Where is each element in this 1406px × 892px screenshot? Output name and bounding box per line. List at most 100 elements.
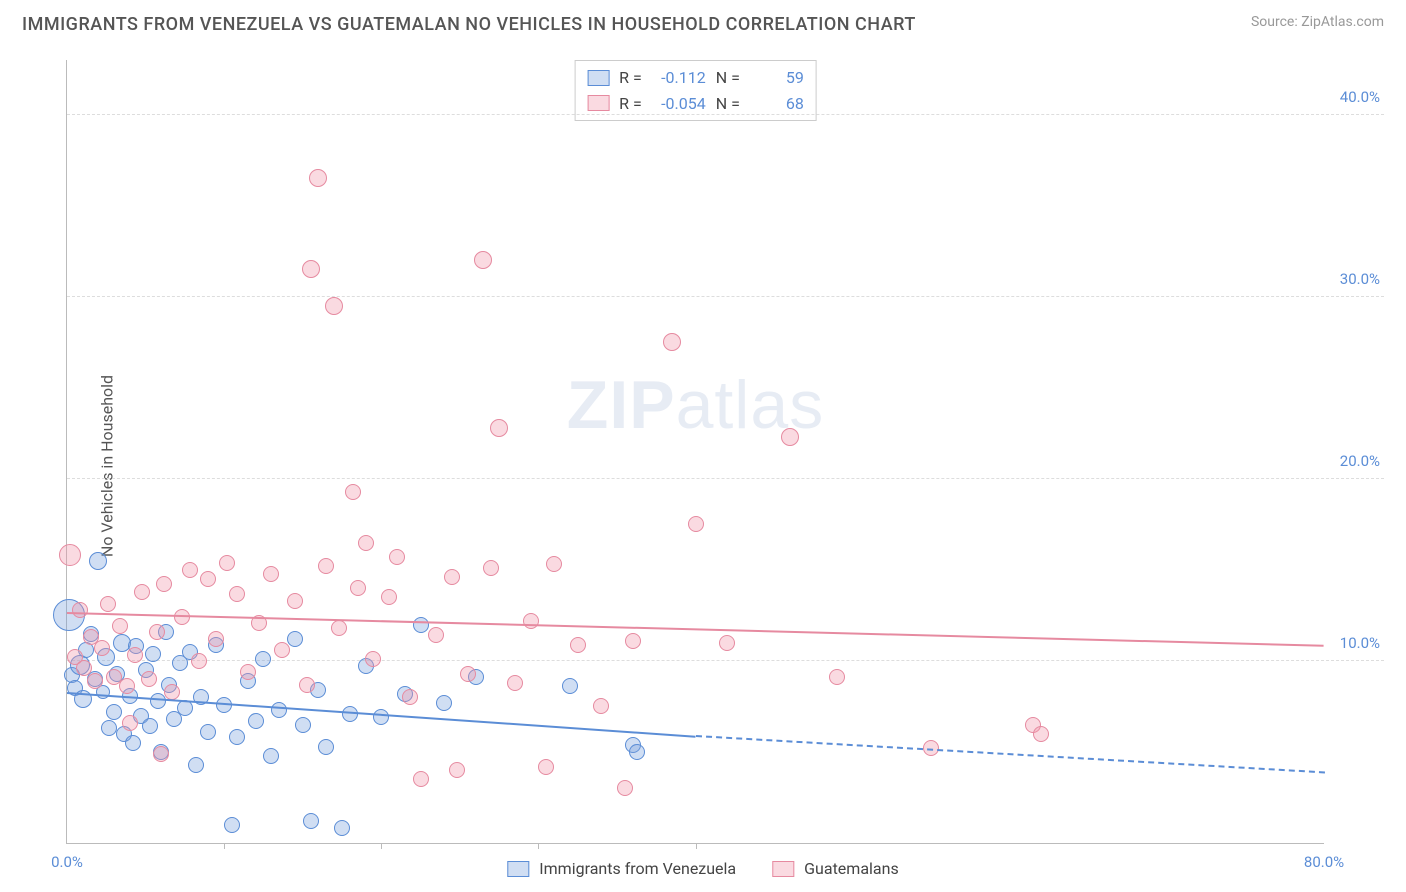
data-point bbox=[538, 759, 554, 775]
data-point bbox=[106, 704, 122, 720]
x-tick bbox=[538, 843, 539, 849]
chart-container: No Vehicles in Household ZIPatlas R =-0.… bbox=[22, 48, 1384, 884]
legend-swatch bbox=[507, 861, 529, 877]
y-tick-label: 30.0% bbox=[1340, 270, 1380, 288]
data-point bbox=[593, 698, 609, 714]
data-point bbox=[562, 678, 578, 694]
data-point bbox=[389, 549, 405, 565]
data-point bbox=[829, 669, 845, 685]
data-point bbox=[345, 484, 361, 500]
data-point bbox=[570, 637, 586, 653]
data-point bbox=[299, 677, 315, 693]
data-point bbox=[255, 651, 271, 667]
legend-swatch bbox=[587, 95, 609, 111]
r-value: -0.112 bbox=[652, 65, 706, 91]
x-tick-label: 0.0% bbox=[51, 853, 83, 871]
data-point bbox=[59, 544, 81, 566]
gridline bbox=[67, 478, 1384, 479]
data-point bbox=[240, 664, 256, 680]
data-point bbox=[365, 651, 381, 667]
data-point bbox=[428, 627, 444, 643]
data-point bbox=[112, 618, 128, 634]
data-point bbox=[87, 673, 103, 689]
data-point bbox=[89, 552, 107, 570]
data-point bbox=[334, 820, 350, 836]
r-value: -0.054 bbox=[652, 91, 706, 117]
data-point bbox=[373, 709, 389, 725]
data-point bbox=[719, 635, 735, 651]
gridline bbox=[67, 114, 1384, 115]
data-point bbox=[358, 535, 374, 551]
data-point bbox=[100, 596, 116, 612]
data-point bbox=[302, 260, 320, 278]
data-point bbox=[663, 333, 681, 351]
n-value: 68 bbox=[750, 91, 804, 117]
legend-item: Guatemalans bbox=[772, 859, 899, 878]
data-point bbox=[490, 419, 508, 437]
data-point bbox=[177, 700, 193, 716]
legend-stat-row: R =-0.054N =68 bbox=[587, 91, 804, 117]
data-point bbox=[142, 718, 158, 734]
data-point bbox=[271, 702, 287, 718]
data-point bbox=[174, 609, 190, 625]
n-value: 59 bbox=[750, 65, 804, 91]
data-point bbox=[248, 713, 264, 729]
legend-stats: R =-0.112N =59R =-0.054N =68 bbox=[574, 60, 817, 121]
data-point bbox=[287, 593, 303, 609]
data-point bbox=[436, 695, 452, 711]
data-point bbox=[381, 589, 397, 605]
legend-label: Immigrants from Venezuela bbox=[539, 859, 736, 878]
data-point bbox=[413, 771, 429, 787]
x-tick bbox=[696, 843, 697, 849]
gridline bbox=[67, 296, 1384, 297]
data-point bbox=[125, 735, 141, 751]
data-point bbox=[303, 813, 319, 829]
data-point bbox=[1033, 726, 1049, 742]
chart-title: IMMIGRANTS FROM VENEZUELA VS GUATEMALAN … bbox=[22, 14, 916, 35]
data-point bbox=[287, 631, 303, 647]
data-point bbox=[149, 624, 165, 640]
x-tick-label: 80.0% bbox=[1304, 853, 1344, 871]
data-point bbox=[150, 693, 166, 709]
data-point bbox=[145, 646, 161, 662]
data-point bbox=[208, 631, 224, 647]
data-point bbox=[229, 586, 245, 602]
data-point bbox=[688, 516, 704, 532]
data-point bbox=[413, 617, 429, 633]
data-point bbox=[781, 428, 799, 446]
data-point bbox=[164, 684, 180, 700]
data-point bbox=[625, 633, 641, 649]
y-tick-label: 40.0% bbox=[1340, 88, 1380, 106]
x-tick bbox=[224, 843, 225, 849]
data-point bbox=[219, 555, 235, 571]
legend-swatch bbox=[772, 861, 794, 877]
data-point bbox=[331, 620, 347, 636]
data-point bbox=[153, 746, 169, 762]
data-point bbox=[309, 169, 327, 187]
data-point bbox=[523, 613, 539, 629]
legend-item: Immigrants from Venezuela bbox=[507, 859, 736, 878]
legend-stat-row: R =-0.112N =59 bbox=[587, 65, 804, 91]
data-point bbox=[318, 739, 334, 755]
r-label: R = bbox=[619, 91, 642, 117]
data-point bbox=[200, 724, 216, 740]
data-point bbox=[325, 297, 343, 315]
legend-label: Guatemalans bbox=[804, 859, 899, 878]
n-label: N = bbox=[716, 65, 740, 91]
y-tick-label: 10.0% bbox=[1340, 634, 1380, 652]
data-point bbox=[122, 715, 138, 731]
data-point bbox=[263, 566, 279, 582]
data-point bbox=[182, 562, 198, 578]
data-point bbox=[449, 762, 465, 778]
data-point bbox=[318, 558, 334, 574]
data-point bbox=[188, 757, 204, 773]
source-label: Source: ZipAtlas.com bbox=[1251, 14, 1384, 30]
data-point bbox=[119, 678, 135, 694]
data-point bbox=[617, 780, 633, 796]
data-point bbox=[483, 560, 499, 576]
data-point bbox=[127, 647, 143, 663]
x-tick bbox=[381, 843, 382, 849]
data-point bbox=[546, 556, 562, 572]
data-point bbox=[350, 580, 366, 596]
data-point bbox=[444, 569, 460, 585]
